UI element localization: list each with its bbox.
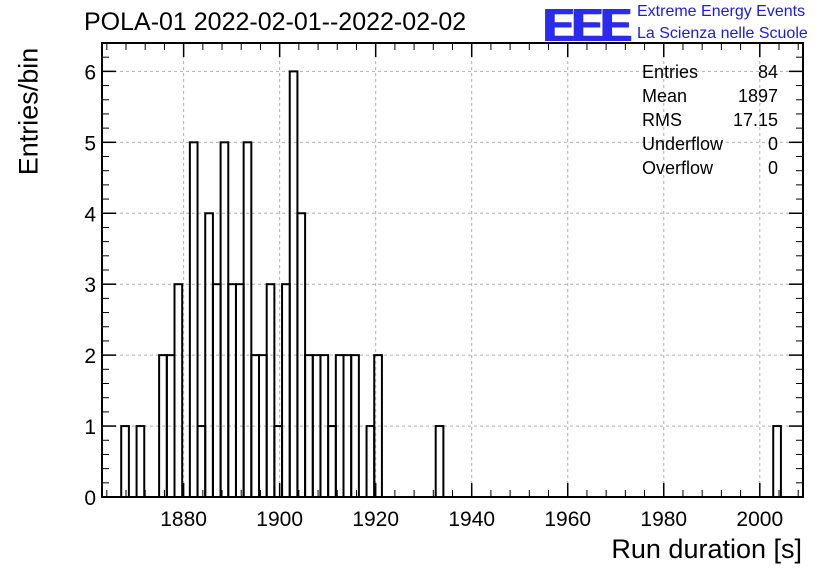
x-tick-label: 1980: [640, 508, 687, 531]
y-tick-label: 4: [84, 203, 96, 226]
x-tick-label: 1900: [256, 508, 303, 531]
histogram-bar: [120, 425, 130, 498]
histogram-bar: [772, 425, 782, 498]
y-tick-label: 5: [84, 132, 96, 155]
histogram-bar: [327, 425, 337, 498]
histogram-bar: [273, 425, 284, 498]
histogram-bar: [196, 425, 207, 498]
stats-value: 0: [767, 158, 778, 178]
histogram-bar: [227, 283, 237, 498]
x-tick-label: 2000: [736, 508, 783, 531]
histogram-bar: [188, 141, 199, 498]
stats-label: RMS: [642, 110, 682, 130]
stats-value: 17.15: [732, 110, 778, 130]
histogram-bar: [281, 283, 291, 498]
y-tick-label: 0: [84, 487, 96, 510]
stats-row-entries: Entries 84: [642, 60, 778, 84]
histogram-bar: [242, 141, 253, 498]
histogram-bar: [211, 283, 222, 498]
y-tick-label: 2: [84, 345, 96, 368]
stats-label: Overflow: [642, 158, 714, 178]
histogram-bar: [234, 283, 245, 498]
chart-title: POLA-01 2022-02-01--2022-02-02: [84, 8, 467, 36]
x-tick-label: 1880: [160, 508, 207, 531]
stats-label: Mean: [642, 86, 688, 106]
y-tick-label: 1: [84, 416, 96, 439]
stats-row-rms: RMS 17.15: [642, 108, 778, 132]
histogram-bar: [173, 283, 184, 498]
histogram-bar: [219, 141, 230, 498]
y-tick-label: 3: [84, 274, 96, 297]
tick-marks: [102, 42, 803, 498]
eee-logo: EEE: [543, 0, 631, 51]
stats-box: Entries 84 Mean 1897 RMS 17.15 Underflow…: [642, 60, 778, 180]
stats-label: Entries: [642, 62, 699, 82]
histogram-bar: [365, 425, 376, 498]
x-axis-label: Run duration [s]: [611, 534, 802, 564]
stats-label: Underflow: [642, 134, 724, 154]
x-tick-label: 1960: [544, 508, 591, 531]
x-tick-label: 1920: [352, 508, 399, 531]
stats-row-underflow: Underflow 0: [642, 132, 778, 156]
logo-line-2: La Scienza nelle Scuole: [637, 25, 808, 42]
logo-line-1: Extreme Energy Events: [637, 3, 806, 20]
histogram-bar: [135, 425, 146, 498]
histogram-bar: [434, 425, 445, 498]
stats-value: 84: [757, 62, 778, 82]
histogram-bar: [265, 283, 276, 498]
y-tick-label: 6: [84, 61, 96, 84]
stats-value: 1897: [737, 86, 778, 106]
y-axis-label: Entries/bin: [13, 47, 44, 176]
stats-row-mean: Mean 1897: [642, 84, 778, 108]
tick-labels: 1880 1900 1920 1940 1960 1980 2000 0 1 2 3 4 5 6: [84, 61, 783, 531]
stats-row-overflow: Overflow 0: [642, 156, 778, 180]
x-tick-label: 1940: [448, 508, 495, 531]
stats-value: 0: [767, 134, 778, 154]
